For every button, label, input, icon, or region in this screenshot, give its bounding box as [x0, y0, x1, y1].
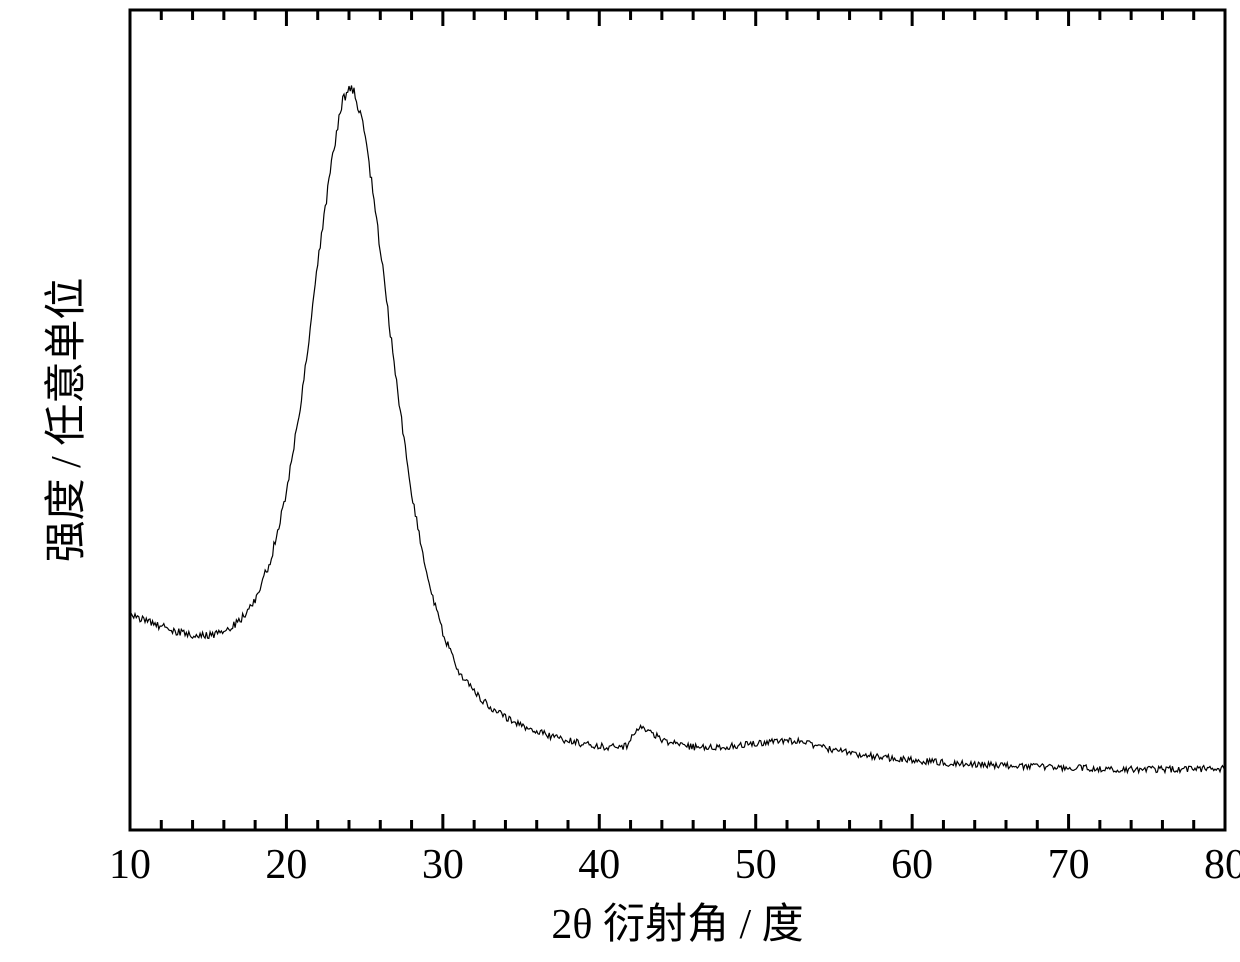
chart-svg: 10 20 30 40 50 60 70 80 2θ 衍射角 / 度 强度 / 任意单位	[0, 0, 1240, 962]
xrd-chart: 10 20 30 40 50 60 70 80 2θ 衍射角 / 度 强度 / 任意单位	[0, 0, 1240, 962]
x-tick-label: 20	[265, 842, 307, 888]
x-axis-label: 2θ 衍射角 / 度	[551, 902, 803, 948]
x-tick-label: 10	[109, 842, 151, 888]
x-tick-label: 40	[578, 842, 620, 888]
y-axis-label: 强度 / 任意单位	[43, 278, 90, 563]
x-tick-label: 50	[735, 842, 777, 888]
x-tick-label: 30	[422, 842, 464, 888]
x-tick-label: 70	[1048, 842, 1090, 888]
x-tick-label: 80	[1204, 842, 1240, 888]
x-tick-label: 60	[891, 842, 933, 888]
